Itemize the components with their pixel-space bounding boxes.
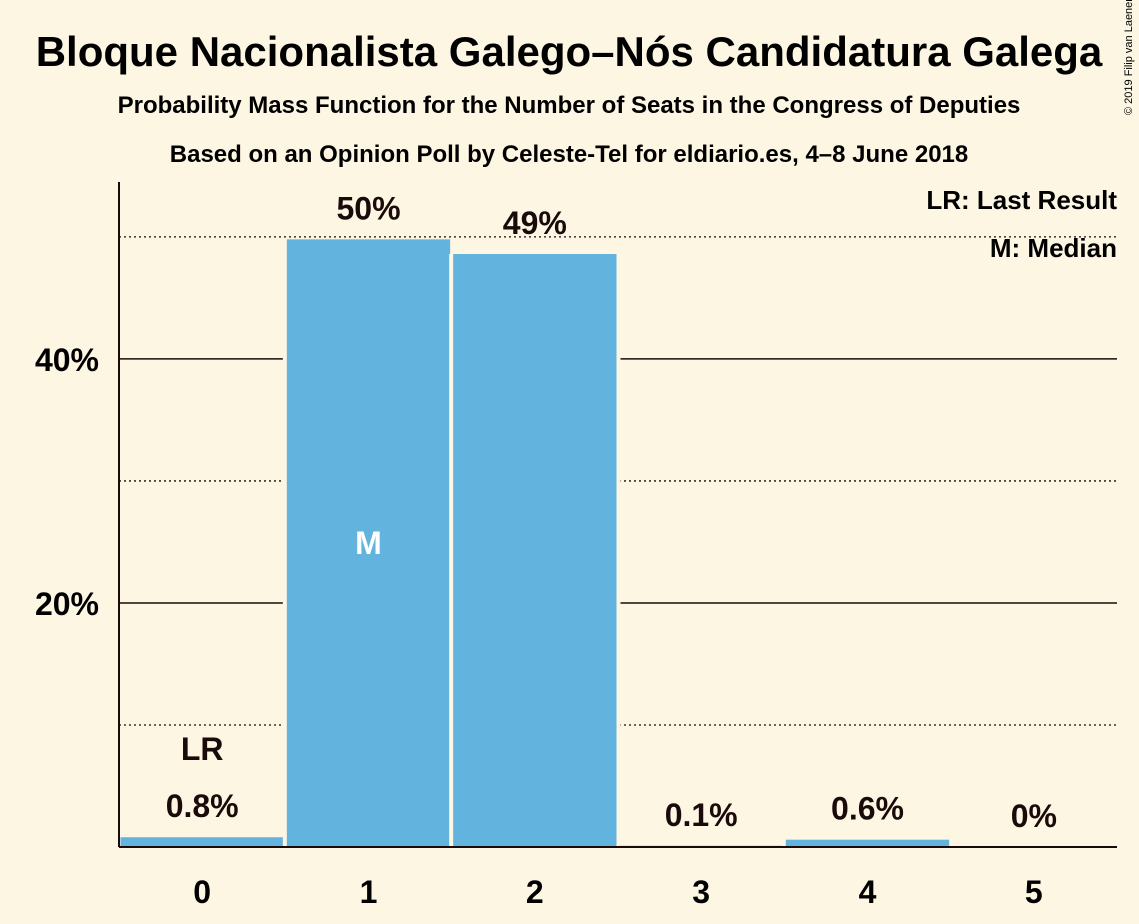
- value-label: 0.6%: [831, 791, 904, 827]
- y-tick-label: 40%: [35, 342, 99, 378]
- bars: [116, 239, 954, 847]
- x-tick-label: 5: [1025, 874, 1043, 910]
- value-label: 0.8%: [166, 788, 239, 824]
- x-tick-label: 4: [859, 874, 877, 910]
- y-tick-label: 20%: [35, 586, 99, 622]
- legend-median: M: Median: [990, 233, 1117, 263]
- value-label: 0.1%: [665, 797, 738, 833]
- chart-title: Bloque Nacionalista Galego–Nós Candidatu…: [36, 28, 1103, 75]
- y-axis: 20% 40%: [35, 182, 120, 847]
- copyright: © 2019 Filip van Laenen: [1123, 0, 1135, 115]
- bar-1: [286, 239, 451, 847]
- value-label: 0%: [1011, 798, 1057, 834]
- value-label: 50%: [336, 190, 400, 226]
- chart-source: Based on an Opinion Poll by Celeste-Tel …: [170, 141, 968, 168]
- x-axis: 0 1 2 3 4 5: [119, 846, 1117, 910]
- x-tick-label: 2: [526, 874, 544, 910]
- legend-last-result: LR: Last Result: [926, 185, 1117, 215]
- chart-subtitle: Probability Mass Function for the Number…: [118, 92, 1021, 119]
- x-tick-label: 3: [692, 874, 710, 910]
- last-result-marker: LR: [181, 731, 224, 767]
- median-marker: M: [355, 525, 382, 561]
- bar-4: [785, 839, 950, 847]
- bar-labels: 0.8% LR 50% M 49% 0.1% 0.6% 0%: [166, 190, 1057, 834]
- bar-0: [120, 837, 284, 847]
- x-tick-label: 1: [360, 874, 378, 910]
- bar-2: [453, 253, 617, 847]
- x-tick-label: 0: [193, 874, 211, 910]
- value-label: 49%: [503, 205, 567, 241]
